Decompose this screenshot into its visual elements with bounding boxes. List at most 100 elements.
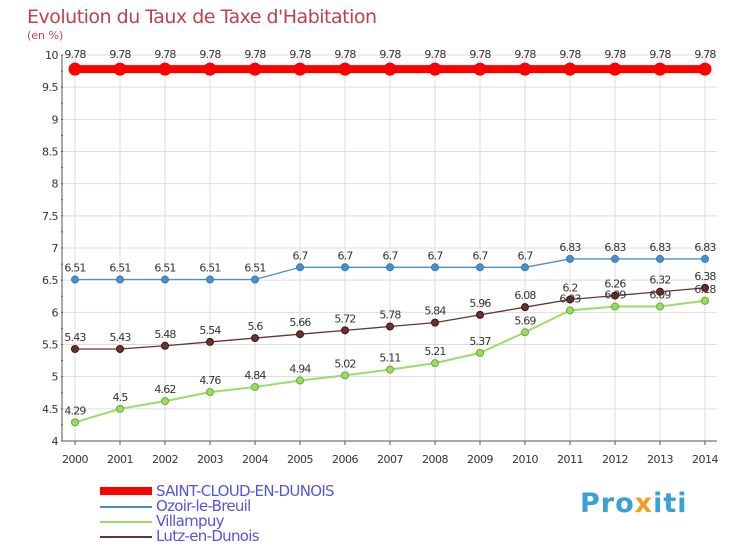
x-tick-label: 2002 [152,453,178,466]
line-chart: 4 4.5 5 5.5 6 6.5 7 7.5 8 8.5 9 9.5 10 2000 2001 2002 20… [42,48,719,466]
chart-series [68,62,712,427]
chart-axes: 4 4.5 5 5.5 6 6.5 7 7.5 8 8.5 9 9.5 10 2000 2001 2002 20… [42,49,719,466]
data-point [341,371,349,380]
x-tick-label: 2005 [287,453,313,466]
data-point [338,62,352,76]
data-label: 5.78 [379,308,401,321]
y-tick-label: 8 [52,178,59,191]
data-label: 5.11 [379,352,400,365]
data-point [428,62,442,76]
data-point [116,345,124,354]
data-point [698,62,712,76]
data-point [476,348,484,357]
data-point [206,388,214,397]
y-tick-label: 5.5 [42,339,58,352]
data-label: 5.6 [247,320,263,333]
data-point [203,62,217,76]
x-tick-label: 2003 [197,453,223,466]
legend-label: Lutz-en-Dunois [156,527,260,545]
data-point [431,318,439,327]
data-point [566,306,574,315]
y-tick-label: 7.5 [42,210,58,223]
data-point [296,376,304,385]
data-label: 6.18 [694,283,716,296]
data-label: 5.37 [469,335,491,348]
data-label: 9.78 [604,48,626,61]
data-point [473,62,487,76]
data-point [656,302,664,311]
data-point [251,382,259,391]
data-label: 6.38 [694,270,716,283]
data-label: 5.54 [199,324,221,337]
data-label: 6.83 [649,241,671,254]
data-label: 5.66 [289,316,311,329]
x-tick-label: 2011 [557,453,583,466]
data-label: 6.83 [604,241,626,254]
data-point [701,296,709,305]
data-label: 6.83 [694,241,716,254]
data-point [206,337,214,346]
data-point [518,62,532,76]
data-label: 9.78 [514,48,536,61]
data-point [161,275,169,284]
data-point [116,275,124,284]
legend-swatch [100,536,152,538]
y-tick-label: 4 [52,435,59,448]
data-label: 9.78 [244,48,266,61]
data-point [248,62,262,76]
y-tick-label: 9.5 [42,81,58,94]
data-label: 5.84 [424,305,446,318]
data-label: 5.21 [424,345,445,358]
y-tick-label: 6.5 [42,274,58,287]
legend-swatch [100,487,152,495]
data-label: 9.78 [199,48,221,61]
data-label: 9.78 [559,48,581,61]
data-point [341,326,349,335]
y-tick-label: 9 [52,113,59,126]
data-point [521,263,529,272]
data-point [653,62,667,76]
data-point [701,254,709,263]
data-label: 6.7 [337,249,353,262]
data-point [251,334,259,343]
data-label: 6.51 [244,262,265,275]
data-label: 4.62 [154,383,175,396]
legend-label: SAINT-CLOUD-EN-DUNOIS [156,482,335,500]
data-label: 6.7 [472,249,488,262]
data-point [293,62,307,76]
data-point [296,263,304,272]
data-label: 9.78 [64,48,86,61]
data-point [251,275,259,284]
data-label: 4.76 [199,374,221,387]
data-label: 6.51 [64,262,85,275]
data-label: 6.7 [292,249,308,262]
x-tick-label: 2006 [332,453,358,466]
data-label: 9.78 [694,48,716,61]
data-point [386,365,394,374]
data-point [521,303,529,312]
data-point [383,62,397,76]
y-tick-label: 8.5 [42,146,58,159]
data-point [296,330,304,339]
data-point [611,254,619,263]
data-point [611,291,619,300]
data-label: 9.78 [424,48,446,61]
x-tick-label: 2009 [467,453,493,466]
data-label: 6.09 [649,289,671,302]
data-point [341,263,349,272]
data-label: 9.78 [469,48,491,61]
data-point [656,287,664,296]
data-label: 6.83 [559,241,581,254]
data-point [68,62,82,76]
data-label: 6.26 [604,278,626,291]
data-point [386,263,394,272]
data-label: 5.48 [154,328,176,341]
data-point [71,345,79,354]
data-point [476,310,484,319]
data-label: 6.2 [562,281,577,294]
data-label: 6.03 [559,292,581,305]
data-point [206,275,214,284]
y-tick-label: 7 [52,242,59,255]
data-point [161,341,169,350]
data-point [71,275,79,284]
